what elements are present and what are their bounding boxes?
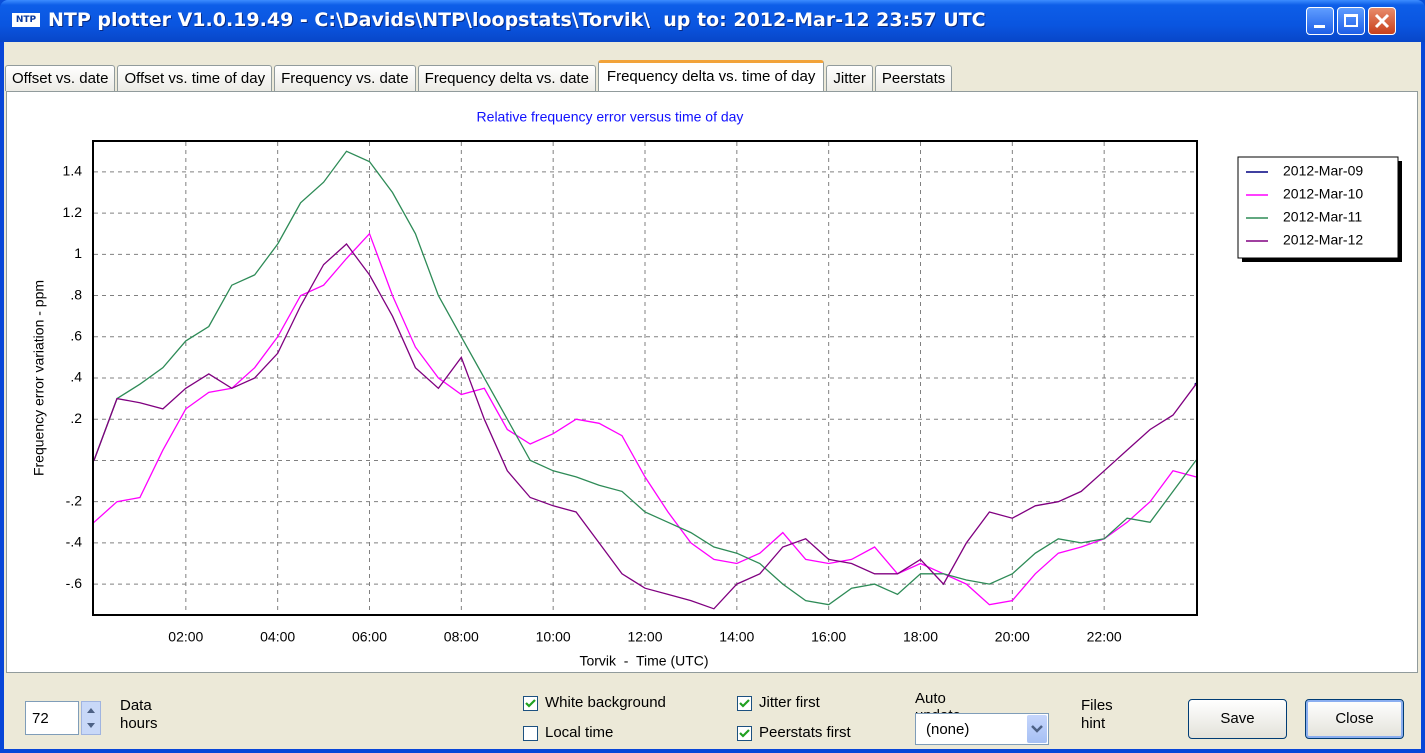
combo-value: (none) bbox=[926, 721, 970, 738]
y-tick-label: .4 bbox=[70, 369, 82, 385]
checkbox[interactable] bbox=[523, 726, 538, 741]
tab[interactable]: Frequency vs. date bbox=[274, 65, 416, 91]
check-mark bbox=[739, 729, 750, 738]
tab-panel bbox=[6, 91, 1418, 673]
y-tick-label: -.2 bbox=[66, 492, 83, 508]
tab[interactable]: Offset vs. time of day bbox=[117, 65, 273, 91]
legend-label: 2012-Mar-12 bbox=[1283, 232, 1363, 248]
data-hours-input[interactable]: 72 bbox=[25, 701, 79, 735]
plot-frame bbox=[92, 140, 1198, 616]
tab-strip: Offset vs. date Offset vs. time of day Fre… bbox=[5, 60, 954, 91]
checkbox-label: Local time bbox=[545, 724, 614, 741]
y-tick-label: .6 bbox=[70, 327, 82, 343]
legend-label: 2012-Mar-10 bbox=[1283, 186, 1363, 202]
close-glyph bbox=[1374, 13, 1390, 29]
x-tick-label: 20:00 bbox=[995, 629, 1030, 645]
checkbox[interactable] bbox=[737, 696, 752, 711]
y-tick-label: -.4 bbox=[66, 534, 83, 550]
combo-arrow[interactable] bbox=[1027, 715, 1047, 743]
x-tick-label: 08:00 bbox=[444, 629, 479, 645]
legend-label: 2012-Mar-09 bbox=[1283, 163, 1363, 179]
x-tick-label: 16:00 bbox=[811, 629, 846, 645]
y-tick-label: 1 bbox=[74, 245, 82, 261]
check-glyph bbox=[739, 699, 750, 708]
x-tick-label: 04:00 bbox=[260, 629, 295, 645]
y-axis-label: Frequency error variation - ppm bbox=[31, 280, 47, 476]
x-tick-label: 12:00 bbox=[627, 629, 662, 645]
x-tick-label: 06:00 bbox=[352, 629, 387, 645]
y-tick-label: .8 bbox=[70, 286, 82, 302]
chart: Relative frequency error versus time of … bbox=[31, 109, 1402, 669]
x-tick-label: 18:00 bbox=[903, 629, 938, 645]
x-tick-label: 14:00 bbox=[719, 629, 754, 645]
chart-title: Relative frequency error versus time of … bbox=[477, 109, 744, 125]
data-hours-label: hours bbox=[120, 715, 158, 732]
checkbox[interactable] bbox=[523, 696, 538, 711]
check-mark bbox=[739, 699, 750, 708]
button[interactable]: Close bbox=[1305, 699, 1404, 739]
files-hint: hint bbox=[1081, 715, 1106, 732]
x-tick-label: 02:00 bbox=[168, 629, 203, 645]
data-hours-label: Data bbox=[120, 697, 152, 714]
checkbox-label: Jitter first bbox=[759, 694, 820, 711]
x-tick-label: 22:00 bbox=[1087, 629, 1122, 645]
data-line bbox=[93, 232, 1197, 606]
button[interactable]: Save bbox=[1188, 699, 1287, 739]
x-tick-label: 10:00 bbox=[536, 629, 571, 645]
spinner-arrows bbox=[87, 708, 95, 728]
tab[interactable]: Jitter bbox=[826, 65, 873, 91]
y-tick-label: 1.2 bbox=[63, 204, 83, 220]
legend-label: 2012-Mar-11 bbox=[1283, 209, 1362, 225]
app-icon: NTP bbox=[12, 13, 40, 27]
tab[interactable]: Frequency delta vs. date bbox=[417, 65, 596, 91]
y-tick-label: 1.4 bbox=[63, 163, 83, 179]
checkbox[interactable] bbox=[737, 726, 752, 741]
y-tick-label: -.6 bbox=[66, 575, 83, 591]
spinner[interactable] bbox=[81, 701, 101, 735]
window-title: NTP plotter V1.0.19.49 - C:\Davids\NTP\l… bbox=[48, 9, 986, 31]
files-hint: Files bbox=[1081, 697, 1113, 714]
check-glyph bbox=[525, 699, 536, 708]
auto-update-combo[interactable]: (none) bbox=[915, 713, 1049, 745]
x-axis-label: Torvik - Time (UTC) bbox=[579, 653, 708, 669]
tab[interactable]: Peerstats bbox=[874, 65, 953, 91]
combo-glyph bbox=[1031, 725, 1043, 733]
checkbox-label: Peerstats first bbox=[759, 724, 851, 741]
data-line bbox=[93, 243, 1197, 610]
minimize-button[interactable] bbox=[1306, 7, 1334, 35]
tab[interactable]: Offset vs. date bbox=[5, 65, 116, 91]
check-glyph bbox=[739, 729, 750, 738]
title-bar: NTP NTP plotter V1.0.19.49 - C:\Davids\N… bbox=[0, 0, 1425, 42]
data-line bbox=[93, 150, 1197, 606]
close-window-button[interactable] bbox=[1368, 7, 1396, 35]
y-tick-label: .2 bbox=[70, 410, 82, 426]
checkbox-label: White background bbox=[545, 694, 666, 711]
tab[interactable]: Frequency delta vs. time of day bbox=[597, 60, 825, 91]
check-mark bbox=[525, 699, 536, 708]
maximize-button[interactable] bbox=[1337, 7, 1365, 35]
